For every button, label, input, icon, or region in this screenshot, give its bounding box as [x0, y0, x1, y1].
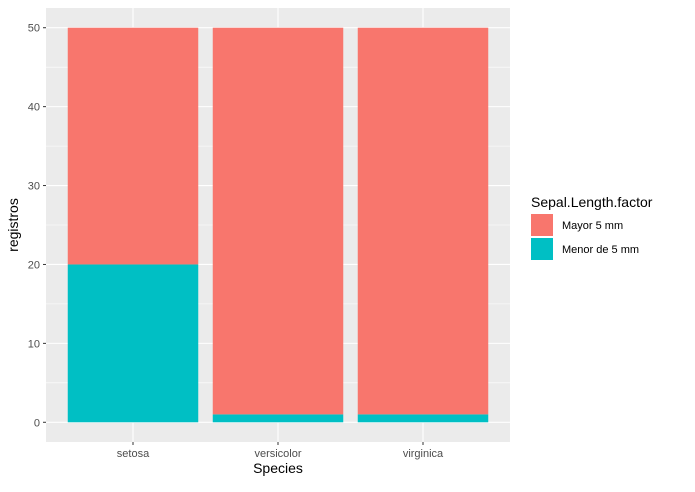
bar-setosa-mayor: [67, 27, 199, 265]
legend-label: Menor de 5 mm: [562, 244, 639, 256]
legend-label: Mayor 5 mm: [562, 220, 623, 232]
bar-versicolor-mayor: [212, 27, 344, 415]
y-tick-label: 40: [28, 102, 40, 114]
bars: [67, 27, 489, 423]
y-axis-title: registros: [5, 198, 21, 252]
x-tick-label: versicolor: [254, 448, 301, 460]
legend: Sepal.Length.factor Mayor 5 mm Menor de 5…: [531, 194, 653, 260]
y-tick-label: 30: [28, 181, 40, 193]
legend-title: Sepal.Length.factor: [531, 194, 653, 210]
x-tick-label: virginica: [403, 448, 444, 460]
y-axis: 0 10 20 30 40 50: [28, 23, 46, 429]
bar-versicolor-menor: [212, 414, 344, 423]
bar-virginica-mayor: [357, 27, 489, 415]
bar-virginica-menor: [357, 414, 489, 423]
y-tick-label: 50: [28, 23, 40, 35]
y-tick-label: 20: [28, 259, 40, 271]
y-tick-label: 0: [34, 417, 40, 429]
legend-key: [531, 214, 553, 236]
x-axis-title: Species: [253, 460, 303, 476]
x-axis: setosa versicolor virginica: [117, 442, 444, 460]
legend-items: Mayor 5 mm Menor de 5 mm: [531, 214, 639, 260]
bar-setosa-menor: [67, 264, 199, 423]
y-tick-label: 10: [28, 338, 40, 350]
x-tick-label: setosa: [117, 448, 150, 460]
legend-key: [531, 238, 553, 260]
